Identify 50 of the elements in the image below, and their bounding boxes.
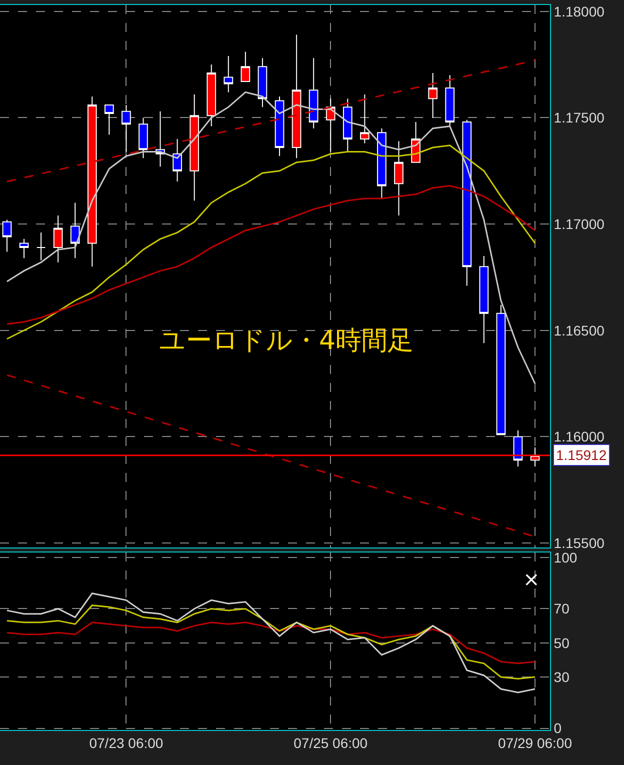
candlestick [462,119,472,286]
candlestick [138,117,148,159]
candlestick [342,98,352,152]
candlestick [292,34,302,159]
y-tick-label: 50 [554,634,570,651]
line-series [6,185,536,325]
candlestick [258,58,268,108]
candlestick [53,215,63,263]
y-tick-label: 1.15500 [554,534,605,551]
candlestick [224,56,234,93]
y-tick-label: 70 [554,600,570,617]
line-series [6,604,536,680]
candlestick [206,64,216,127]
line-series [6,592,536,694]
candlestick [122,104,131,152]
line-series [6,622,536,664]
annotation: × [523,567,540,591]
y-tick-label: 1.17000 [554,216,605,232]
candlestick [428,72,438,118]
candlestick [19,238,29,259]
candlestick [240,51,250,82]
candlestick [104,104,114,136]
candlestick [445,74,455,127]
candlestick [274,96,284,156]
candlestick [190,94,200,202]
candlestick [360,94,370,144]
candlestick [479,255,489,344]
y-tick-label: 0 [554,720,562,736]
y-tick-label: 100 [554,549,578,566]
candlestick [172,138,182,182]
candlestick [70,202,80,259]
y-tick-label: 1.16000 [554,428,605,445]
candlestick [36,232,46,261]
candlestick [496,304,506,436]
x-tick-label: 07/29 06:00 [498,734,572,751]
candlestick [377,128,386,200]
candlestick [394,140,404,216]
candlestick [513,430,523,467]
line-series [6,91,536,384]
x-tick-label: 07/23 06:00 [89,734,164,751]
candlestick [87,96,97,268]
y-tick-label: 1.16500 [554,322,605,338]
ref-line-label: 1.15912 [556,447,607,463]
y-tick-label: 1.17500 [554,110,605,126]
annotation: ユーロドル・4時間足 [159,326,414,356]
x-tick-label: 07/25 06:00 [294,734,368,751]
candlestick [2,219,12,252]
candlestick [308,58,318,129]
y-tick-label: 30 [554,668,570,685]
y-tick-label: 1.18000 [554,3,605,20]
